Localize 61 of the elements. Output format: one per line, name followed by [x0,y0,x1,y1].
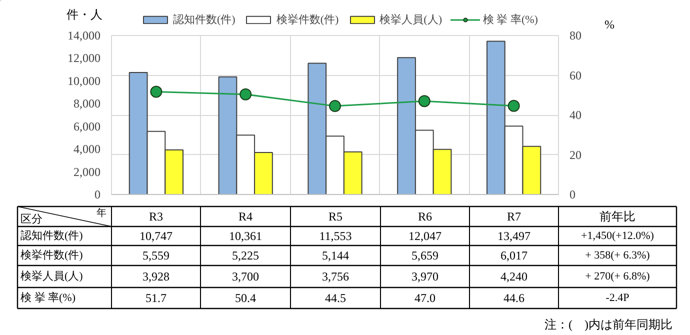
y2-tick-label: 60 [570,68,582,82]
legend-label: 検 挙 率(%) [482,12,538,27]
y2-tick-label: 0 [570,188,576,202]
point [508,100,520,112]
y2-tick-label: 20 [570,148,582,162]
text: 認知件数(件) [20,230,83,242]
point [418,95,430,108]
y2-tick-label: 80 [570,28,582,42]
data-label: 3,928 [142,270,170,284]
legend-label: 検挙人員(人) [380,12,442,27]
text: 検挙人員(人) [20,270,83,282]
data-label: 50.4 [235,291,256,305]
data-label: 47.0 [414,291,436,305]
data-label: 5,659 [412,248,438,262]
point [150,86,162,98]
text: 検 挙 率(%) [20,292,76,304]
y-tick-label: 0 [94,188,100,202]
x-tick-label: R3 [149,210,164,224]
data-label: 5,559 [142,248,170,262]
data-label: 5,225 [232,248,259,262]
y-tick-label: 8,000 [74,96,100,111]
data-label: 11,553 [319,229,352,243]
x-tick-label: R4 [238,210,253,224]
data-label: 44.5 [325,291,346,305]
text: 年 [96,207,106,219]
data-label: 3,970 [412,270,438,284]
data-label: 4,240 [500,270,528,284]
text: + 270(+ 6.8%) [585,270,650,282]
y-axis-title: 件・人 [66,8,102,22]
text: + 358(+ 6.3%) [585,250,650,262]
legend-label: 認知件数(件) [173,13,236,27]
y-tick-label: 6,000 [74,119,100,134]
data-label: 5,144 [322,248,349,262]
x-tick-label: R6 [418,210,432,224]
y-tick-label: 4,000 [74,142,100,156]
data-label: 51.7 [146,291,166,305]
x-tick-label: R5 [328,210,343,224]
y-tick-label: 12,000 [68,51,100,66]
point [240,88,252,100]
y-tick-label: 2,000 [74,164,100,179]
y-tick-label: 14,000 [68,28,100,42]
data-label: 6,017 [500,248,528,262]
text: 検挙件数(件) [20,250,83,262]
data-label: 10,361 [229,229,262,243]
data-label: 10,747 [140,229,172,243]
text: -2.4P [606,292,630,304]
y-tick-label: 10,000 [68,74,100,88]
data-label: 44.6 [504,291,524,305]
text: 注：( )内は前年同期比 [544,318,673,332]
text: 前年比 [600,210,636,224]
data-label: 3,756 [322,270,349,284]
legend-label: 検挙件数(件) [276,12,339,27]
text: 区分 [20,214,42,226]
data-label: 3,700 [232,270,259,284]
y2-axis-title: % [604,18,614,32]
y2-tick-label: 40 [570,108,582,122]
x-tick-label: R7 [507,210,522,224]
data-label: 12,047 [408,229,442,243]
text: +1,450(+12.0%) [581,230,654,242]
data-label: 13,497 [498,229,530,243]
point [329,100,341,112]
